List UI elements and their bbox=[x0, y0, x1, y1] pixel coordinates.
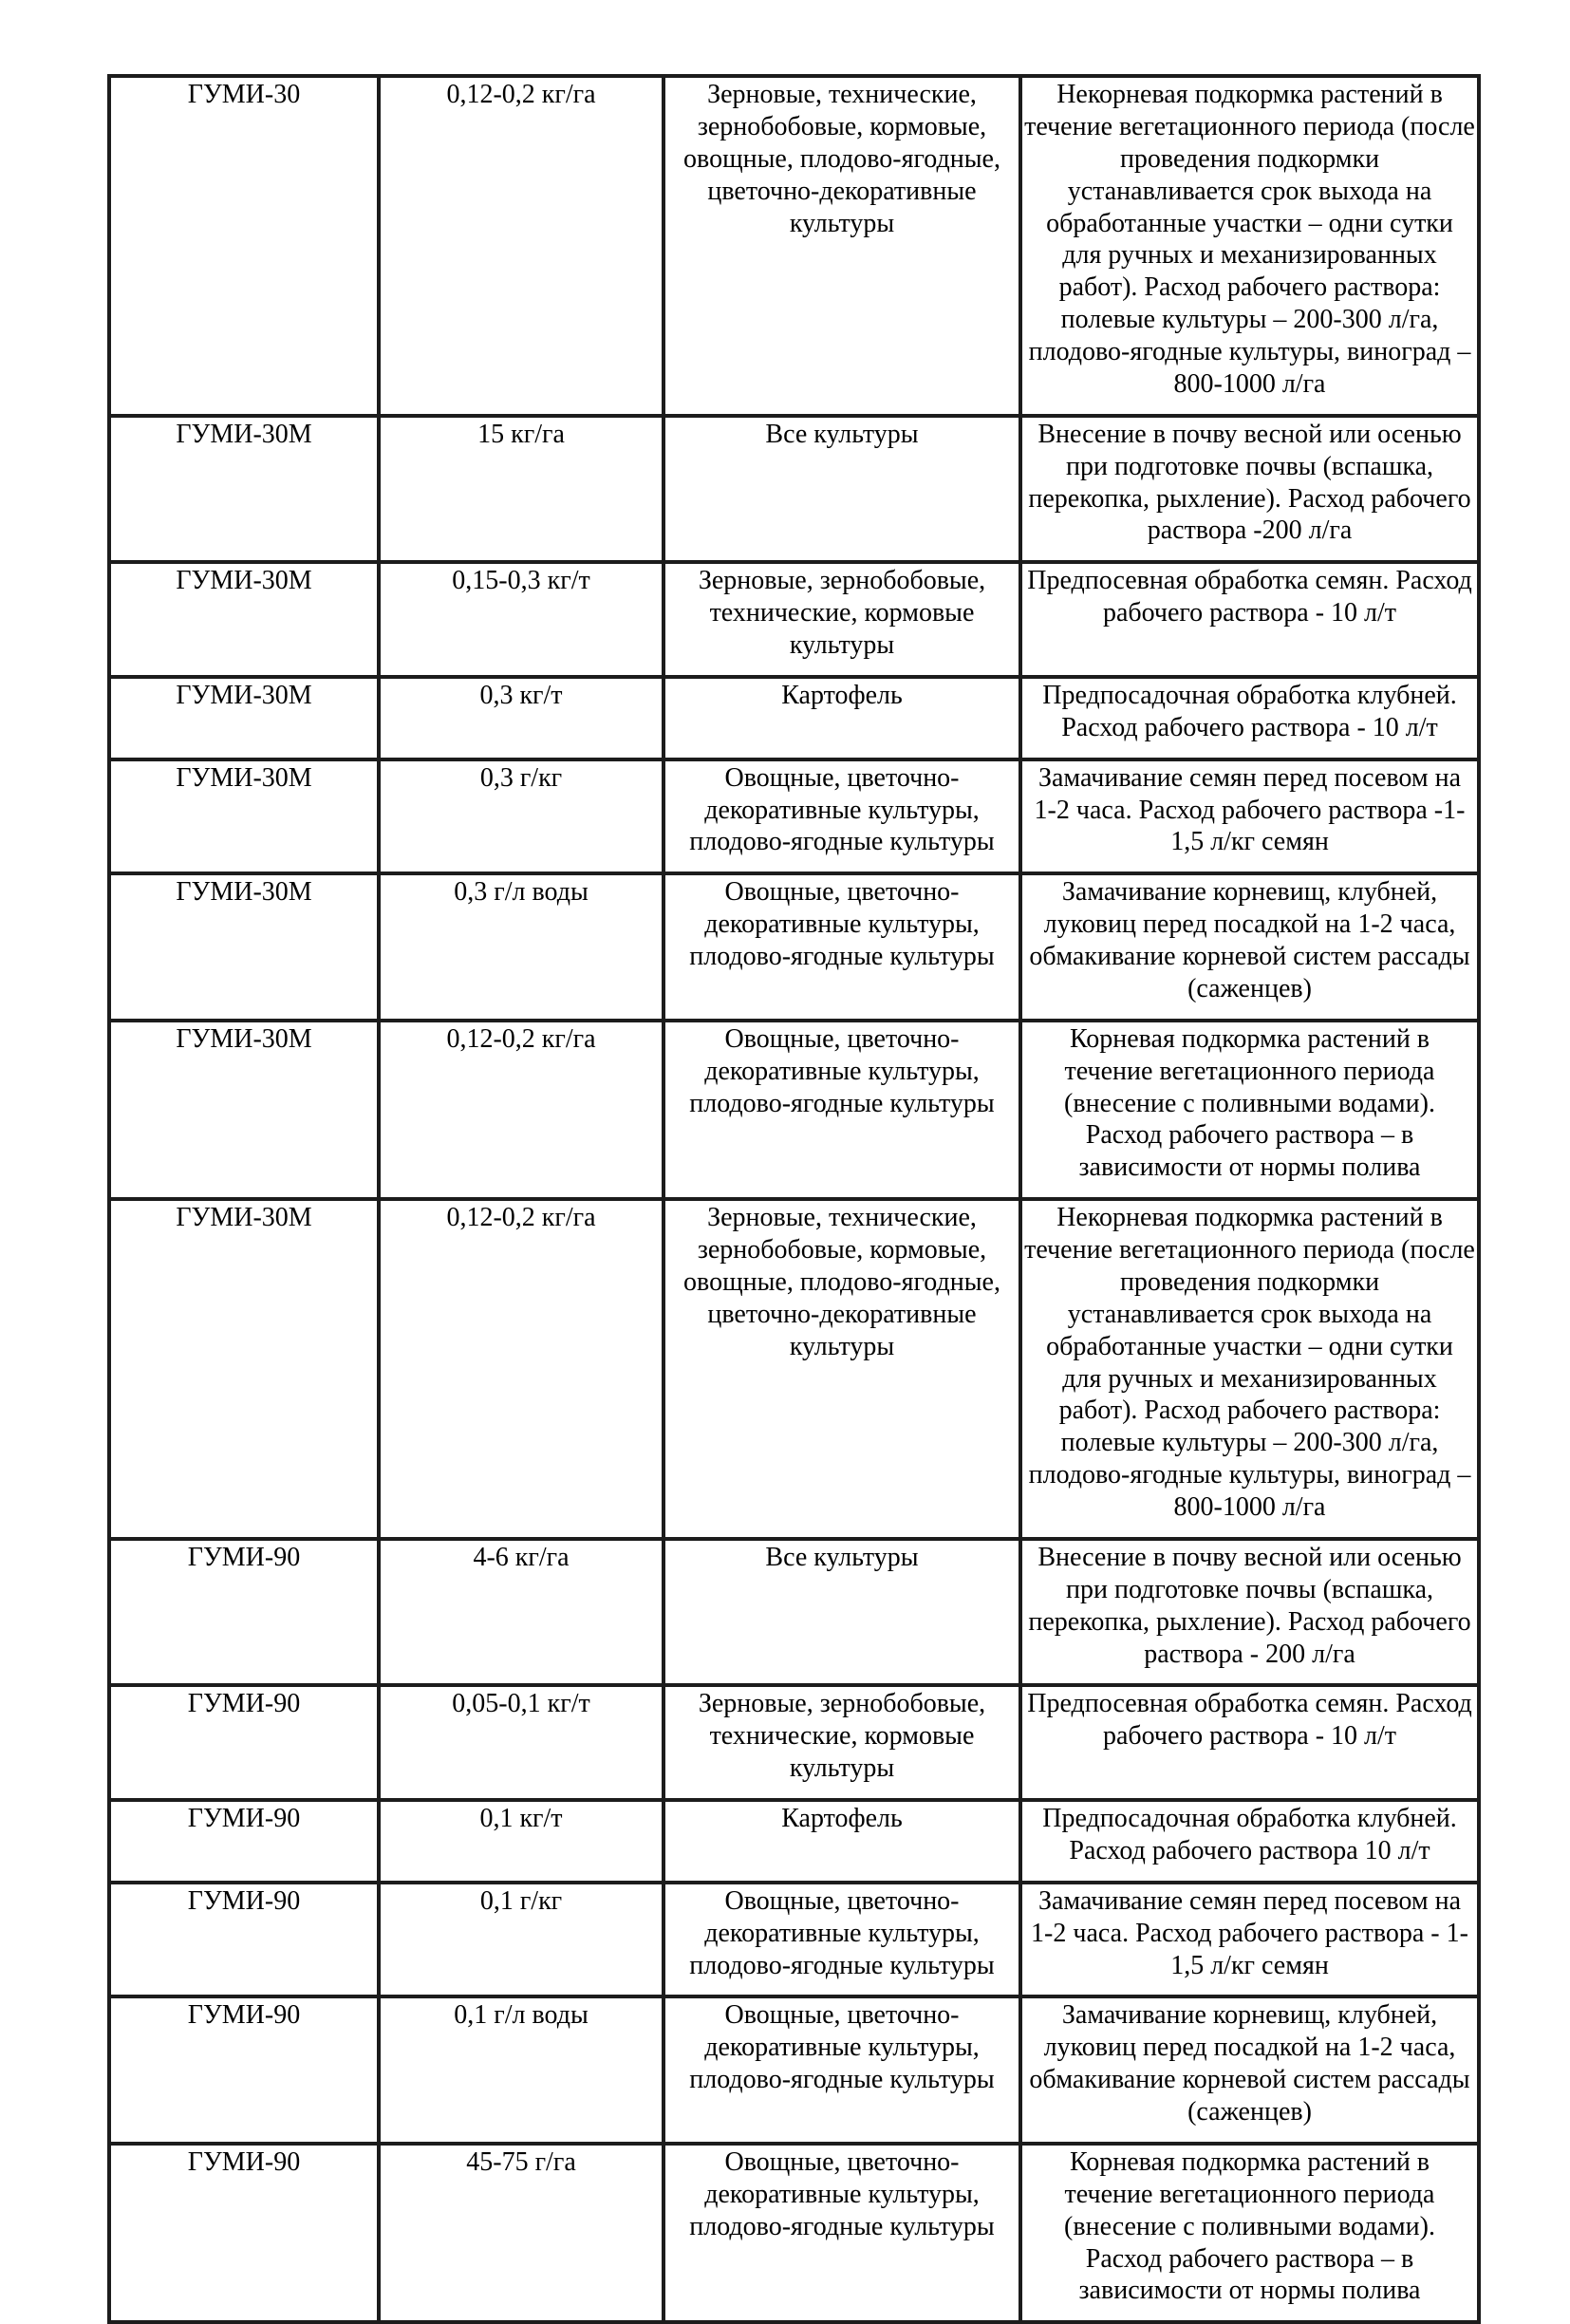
cell-dose: 0,12-0,2 кг/га bbox=[377, 1197, 665, 1541]
cell-dose: 0,1 г/л воды bbox=[377, 1995, 665, 2146]
cell-application: Предпосадочная обработка клубней. Расход… bbox=[1019, 674, 1481, 761]
cell-dose: 0,05-0,1 кг/т bbox=[377, 1683, 665, 1802]
cell-product: ГУМИ-30М bbox=[107, 1197, 381, 1541]
table-row: ГУМИ-30М 0,3 г/кг Овощные, цветочно-декора… bbox=[107, 757, 1481, 876]
cell-crops: Зерновые, технические, зернобобовые, кор… bbox=[662, 74, 1022, 418]
cell-application: Предпосадочная обработка клубней. Расход… bbox=[1019, 1798, 1481, 1884]
cell-product: ГУМИ-90 bbox=[107, 1536, 381, 1688]
cell-crops: Зерновые, зернобобовые, технические, кор… bbox=[662, 560, 1022, 679]
cell-dose: 0,1 кг/т bbox=[377, 1798, 665, 1884]
cell-product: ГУМИ-90 bbox=[107, 1798, 381, 1884]
cell-crops: Зерновые, технические, зернобобовые, кор… bbox=[662, 1197, 1022, 1541]
cell-product: ГУМИ-30М bbox=[107, 872, 381, 1022]
cell-application: Некорневая подкормка растений в течение … bbox=[1019, 1197, 1481, 1541]
cell-product: ГУМИ-90 bbox=[107, 1683, 381, 1802]
table-row: ГУМИ-90 4-6 кг/га Все культуры Внесение в п… bbox=[107, 1536, 1481, 1688]
cell-product: ГУМИ-90 bbox=[107, 1995, 381, 2146]
cell-dose: 0,3 г/кг bbox=[377, 757, 665, 876]
cell-crops: Картофель bbox=[662, 674, 1022, 761]
cell-application: Предпосевная обработка семян. Расход раб… bbox=[1019, 560, 1481, 679]
cell-application: Внесение в почву весной или осенью при п… bbox=[1019, 413, 1481, 565]
cell-application: Некорневая подкормка растений в течение … bbox=[1019, 74, 1481, 418]
table-row: ГУМИ-30М 0,12-0,2 кг/га Зерновые, техничес… bbox=[107, 1197, 1481, 1541]
cell-crops: Овощные, цветочно-декоративные культуры,… bbox=[662, 1880, 1022, 1999]
cell-dose: 0,12-0,2 кг/га bbox=[377, 74, 665, 418]
cell-product: ГУМИ-30М bbox=[107, 674, 381, 761]
table-row: ГУМИ-30М 0,12-0,2 кг/га Овощные, цветочно-… bbox=[107, 1018, 1481, 1202]
cell-dose: 15 кг/га bbox=[377, 413, 665, 565]
table-body: ГУМИ-30 0,12-0,2 кг/га Зерновые, техническ… bbox=[107, 74, 1481, 2324]
cell-application: Предпосевная обработка семян. Расход раб… bbox=[1019, 1683, 1481, 1802]
cell-product: ГУМИ-30М bbox=[107, 560, 381, 679]
table-row: ГУМИ-90 45-75 г/га Овощные, цветочно-декор… bbox=[107, 2141, 1481, 2324]
cell-crops: Все культуры bbox=[662, 413, 1022, 565]
cell-dose: 45-75 г/га bbox=[377, 2141, 665, 2324]
cell-crops: Овощные, цветочно-декоративные культуры,… bbox=[662, 1995, 1022, 2146]
cell-dose: 4-6 кг/га bbox=[377, 1536, 665, 1688]
cell-crops: Картофель bbox=[662, 1798, 1022, 1884]
cell-product: ГУМИ-30М bbox=[107, 757, 381, 876]
cell-dose: 0,3 кг/т bbox=[377, 674, 665, 761]
cell-dose: 0,3 г/л воды bbox=[377, 872, 665, 1022]
table-row: ГУМИ-90 0,05-0,1 кг/т Зерновые, зернобобов… bbox=[107, 1683, 1481, 1802]
cell-product: ГУМИ-30 bbox=[107, 74, 381, 418]
cell-product: ГУМИ-90 bbox=[107, 1880, 381, 1999]
cell-product: ГУМИ-30М bbox=[107, 413, 381, 565]
cell-application: Корневая подкормка растений в течение ве… bbox=[1019, 2141, 1481, 2324]
table-row: ГУМИ-30М 0,3 кг/т Картофель Предпосадочная … bbox=[107, 674, 1481, 761]
cell-application: Замачивание семян перед посевом на 1-2 ч… bbox=[1019, 1880, 1481, 1999]
cell-crops: Все культуры bbox=[662, 1536, 1022, 1688]
cell-application: Замачивание корневищ, клубней, луковиц п… bbox=[1019, 1995, 1481, 2146]
table-row: ГУМИ-90 0,1 кг/т Картофель Предпосадочная о… bbox=[107, 1798, 1481, 1884]
cell-application: Замачивание семян перед посевом на 1-2 ч… bbox=[1019, 757, 1481, 876]
cell-application: Замачивание корневищ, клубней, луковиц п… bbox=[1019, 872, 1481, 1022]
cell-crops: Овощные, цветочно-декоративные культуры,… bbox=[662, 872, 1022, 1022]
cell-application: Корневая подкормка растений в течение ве… bbox=[1019, 1018, 1481, 1202]
application-rates-table: ГУМИ-30 0,12-0,2 кг/га Зерновые, техническ… bbox=[107, 74, 1481, 2324]
document-page: ГУМИ-30 0,12-0,2 кг/га Зерновые, техническ… bbox=[107, 74, 1481, 2324]
table-row: ГУМИ-30М 0,15-0,3 кг/т Зерновые, зернобобо… bbox=[107, 560, 1481, 679]
table-row: ГУМИ-30 0,12-0,2 кг/га Зерновые, техническ… bbox=[107, 74, 1481, 418]
cell-crops: Овощные, цветочно-декоративные культуры,… bbox=[662, 1018, 1022, 1202]
cell-dose: 0,15-0,3 кг/т bbox=[377, 560, 665, 679]
cell-application: Внесение в почву весной или осенью при п… bbox=[1019, 1536, 1481, 1688]
cell-crops: Овощные, цветочно-декоративные культуры,… bbox=[662, 2141, 1022, 2324]
cell-crops: Овощные, цветочно-декоративные культуры,… bbox=[662, 757, 1022, 876]
cell-product: ГУМИ-90 bbox=[107, 2141, 381, 2324]
cell-dose: 0,1 г/кг bbox=[377, 1880, 665, 1999]
table-row: ГУМИ-90 0,1 г/л воды Овощные, цветочно-дек… bbox=[107, 1995, 1481, 2146]
cell-dose: 0,12-0,2 кг/га bbox=[377, 1018, 665, 1202]
cell-crops: Зерновые, зернобобовые, технические, кор… bbox=[662, 1683, 1022, 1802]
cell-product: ГУМИ-30М bbox=[107, 1018, 381, 1202]
table-row: ГУМИ-30М 0,3 г/л воды Овощные, цветочно-де… bbox=[107, 872, 1481, 1022]
table-row: ГУМИ-90 0,1 г/кг Овощные, цветочно-декорат… bbox=[107, 1880, 1481, 1999]
table-row: ГУМИ-30М 15 кг/га Все культуры Внесение в п… bbox=[107, 413, 1481, 565]
